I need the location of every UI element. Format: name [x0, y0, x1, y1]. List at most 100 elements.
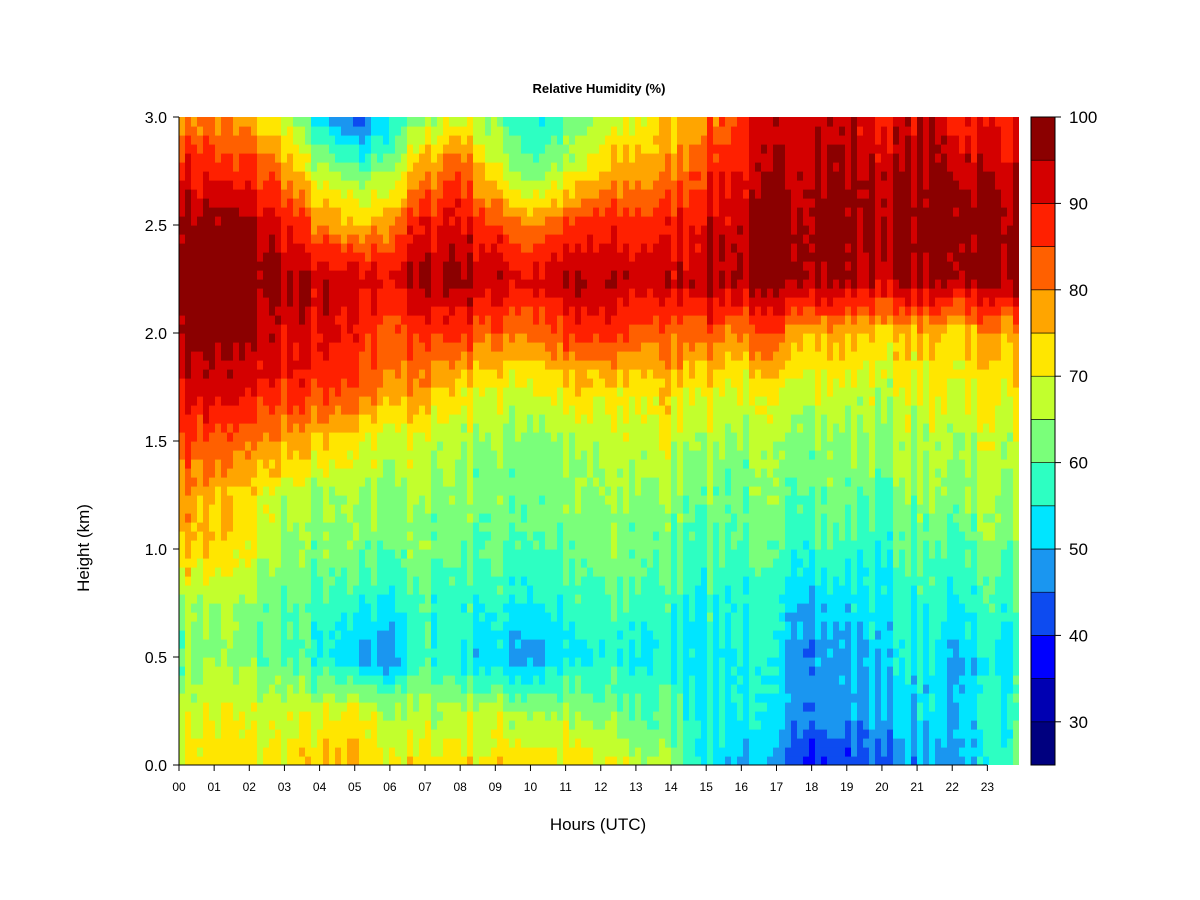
heatmap-cell	[251, 234, 258, 244]
heatmap-cell	[401, 216, 408, 226]
heatmap-cell	[527, 549, 534, 559]
heatmap-cell	[581, 693, 588, 703]
heatmap-cell	[533, 648, 540, 658]
heatmap-cell	[299, 486, 306, 496]
heatmap-cell	[311, 288, 318, 298]
heatmap-cell	[419, 414, 426, 424]
heatmap-cell	[539, 378, 546, 388]
heatmap-cell	[365, 702, 372, 712]
heatmap-cell	[503, 342, 510, 352]
heatmap-cell	[563, 621, 570, 631]
heatmap-cell	[341, 738, 348, 748]
heatmap-cell	[545, 468, 552, 478]
heatmap-cell	[407, 153, 414, 163]
heatmap-cell	[359, 171, 366, 181]
heatmap-cell	[563, 702, 570, 712]
heatmap-cell	[491, 558, 498, 568]
heatmap-cell	[215, 675, 222, 685]
heatmap-cell	[491, 648, 498, 658]
heatmap-cell	[491, 387, 498, 397]
heatmap-cell	[263, 639, 270, 649]
heatmap-cell	[461, 333, 468, 343]
heatmap-cell	[497, 441, 504, 451]
heatmap-cell	[407, 234, 414, 244]
heatmap-cell	[179, 396, 186, 406]
heatmap-cell	[437, 387, 444, 397]
heatmap-cell	[443, 585, 450, 595]
heatmap-cell	[365, 684, 372, 694]
heatmap-cell	[497, 585, 504, 595]
heatmap-cell	[215, 243, 222, 253]
heatmap-cell	[497, 504, 504, 514]
heatmap-cell	[569, 396, 576, 406]
heatmap-cell	[275, 486, 282, 496]
heatmap-cell	[473, 396, 480, 406]
heatmap-cell	[449, 117, 456, 127]
heatmap-cell	[341, 567, 348, 577]
heatmap-cell	[311, 459, 318, 469]
heatmap-cell	[443, 693, 450, 703]
heatmap-cell	[497, 738, 504, 748]
heatmap-cell	[377, 423, 384, 433]
heatmap-cell	[521, 612, 528, 622]
heatmap-cell	[227, 369, 234, 379]
heatmap-cell	[401, 576, 408, 586]
heatmap-cell	[185, 315, 192, 325]
heatmap-cell	[509, 531, 516, 541]
heatmap-cell	[449, 513, 456, 523]
heatmap-cell	[305, 558, 312, 568]
heatmap-cell	[551, 144, 558, 154]
heatmap-cell	[413, 603, 420, 613]
heatmap-cell	[287, 504, 294, 514]
heatmap-cell	[299, 630, 306, 640]
heatmap-cell	[359, 261, 366, 271]
heatmap-cell	[515, 342, 522, 352]
heatmap-cell	[575, 702, 582, 712]
heatmap-cell	[437, 747, 444, 757]
heatmap-cell	[389, 414, 396, 424]
heatmap-cell	[317, 459, 324, 469]
heatmap-cell	[395, 126, 402, 136]
heatmap-cell	[281, 378, 288, 388]
heatmap-cell	[563, 567, 570, 577]
heatmap-cell	[509, 459, 516, 469]
heatmap-cell	[551, 522, 558, 532]
heatmap-cell	[311, 432, 318, 442]
heatmap-cell	[293, 576, 300, 586]
heatmap-cell	[545, 747, 552, 757]
heatmap-cell	[275, 459, 282, 469]
heatmap-cell	[575, 549, 582, 559]
heatmap-cell	[473, 261, 480, 271]
heatmap-cell	[257, 198, 264, 208]
heatmap-cell	[353, 252, 360, 262]
heatmap-cell	[527, 531, 534, 541]
heatmap-cell	[293, 162, 300, 172]
heatmap-cell	[221, 531, 228, 541]
heatmap-cell	[545, 423, 552, 433]
heatmap-cell	[461, 594, 468, 604]
heatmap-cell	[587, 585, 594, 595]
heatmap-cell	[323, 702, 330, 712]
heatmap-cell	[449, 378, 456, 388]
heatmap-cell	[209, 225, 216, 235]
heatmap-cell	[191, 378, 198, 388]
heatmap-cell	[497, 216, 504, 226]
heatmap-cell	[485, 306, 492, 316]
heatmap-cell	[347, 720, 354, 730]
heatmap-cell	[575, 297, 582, 307]
heatmap-cell	[197, 450, 204, 460]
heatmap-cell	[389, 135, 396, 145]
heatmap-cell	[299, 324, 306, 334]
heatmap-cell	[443, 558, 450, 568]
heatmap-cell	[569, 171, 576, 181]
heatmap-cell	[389, 657, 396, 667]
heatmap-cell	[419, 333, 426, 343]
heatmap-cell	[461, 198, 468, 208]
heatmap-cell	[587, 756, 594, 765]
heatmap-cell	[317, 657, 324, 667]
heatmap-cell	[299, 252, 306, 262]
heatmap-cell	[527, 270, 534, 280]
heatmap-cell	[431, 441, 438, 451]
heatmap-cell	[377, 117, 384, 127]
heatmap-cell	[257, 261, 264, 271]
